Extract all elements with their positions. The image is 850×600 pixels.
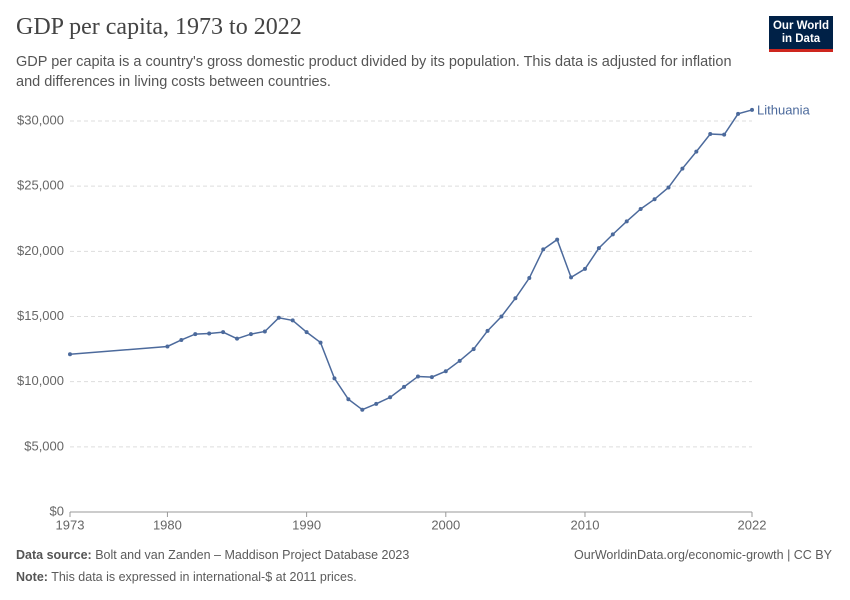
data-point <box>402 384 407 389</box>
data-point <box>318 340 323 345</box>
data-point <box>527 276 532 281</box>
y-tick-label: $10,000 <box>17 373 64 388</box>
data-point <box>666 185 671 190</box>
data-point <box>429 375 434 380</box>
data-point <box>722 132 727 137</box>
note-label: Note: <box>16 570 48 584</box>
data-point <box>708 132 713 137</box>
logo-line: Our World <box>772 20 829 32</box>
x-tick-label: 1980 <box>153 517 182 532</box>
data-point <box>652 197 657 202</box>
logo-line: in Data <box>781 33 821 45</box>
data-point <box>304 330 309 335</box>
data-point <box>179 337 184 342</box>
data-point <box>624 219 629 224</box>
data-point <box>193 332 198 337</box>
source: Data source: Bolt and van Zanden – Maddi… <box>16 548 409 562</box>
data-point <box>471 347 476 352</box>
series-label: Lithuania <box>757 102 811 117</box>
y-tick-label: $5,000 <box>24 438 64 453</box>
x-tick-label: 2010 <box>571 517 600 532</box>
note-text: This data is expressed in international-… <box>51 570 357 584</box>
source-label: Data source: <box>16 548 92 562</box>
data-point <box>569 275 574 280</box>
y-tick-label: $30,000 <box>17 112 64 127</box>
data-point <box>736 111 741 116</box>
data-point <box>499 314 504 319</box>
url[interactable]: OurWorldinData.org/economic-growth | CC … <box>574 548 832 562</box>
data-point <box>596 246 601 251</box>
data-point <box>638 206 643 211</box>
data-point <box>750 107 754 112</box>
y-tick-label: $15,000 <box>17 308 64 323</box>
data-point <box>346 397 351 402</box>
data-point <box>68 352 72 357</box>
x-tick-label: 1973 <box>56 517 85 532</box>
data-point <box>207 331 212 336</box>
data-point <box>221 330 226 335</box>
x-tick-label: 2022 <box>738 517 767 532</box>
data-point <box>485 328 490 333</box>
data-point <box>332 376 337 381</box>
data-point <box>680 166 685 171</box>
x-tick-label: 1990 <box>292 517 321 532</box>
data-point <box>360 407 365 412</box>
source-text: Bolt and van Zanden – Maddison Project D… <box>95 548 410 562</box>
data-point <box>457 358 462 363</box>
data-point <box>235 336 240 341</box>
data-point <box>610 232 615 237</box>
data-point <box>262 329 267 334</box>
note: Note: This data is expressed in internat… <box>16 570 357 584</box>
data-point <box>415 374 420 379</box>
data-point <box>374 401 379 406</box>
data-point <box>555 237 560 242</box>
y-tick-label: $0 <box>50 503 64 518</box>
y-tick-label: $25,000 <box>17 178 64 193</box>
data-point <box>541 247 546 252</box>
series-line <box>69 109 753 411</box>
data-point <box>443 369 448 374</box>
data-point <box>165 344 170 349</box>
x-tick-label: 2000 <box>431 517 460 532</box>
data-point <box>290 318 295 323</box>
data-point <box>248 332 253 337</box>
y-tick-label: $20,000 <box>17 243 64 258</box>
data-point <box>582 266 587 271</box>
logo[interactable]: Our World in Data <box>769 16 833 52</box>
data-point <box>388 395 393 400</box>
data-point <box>276 315 281 320</box>
data-point <box>694 149 699 154</box>
chart-title: GDP per capita, 1973 to 2022 <box>16 14 302 40</box>
data-point <box>513 296 518 301</box>
chart-subtitle: GDP per capita is a country's gross dome… <box>16 54 732 90</box>
